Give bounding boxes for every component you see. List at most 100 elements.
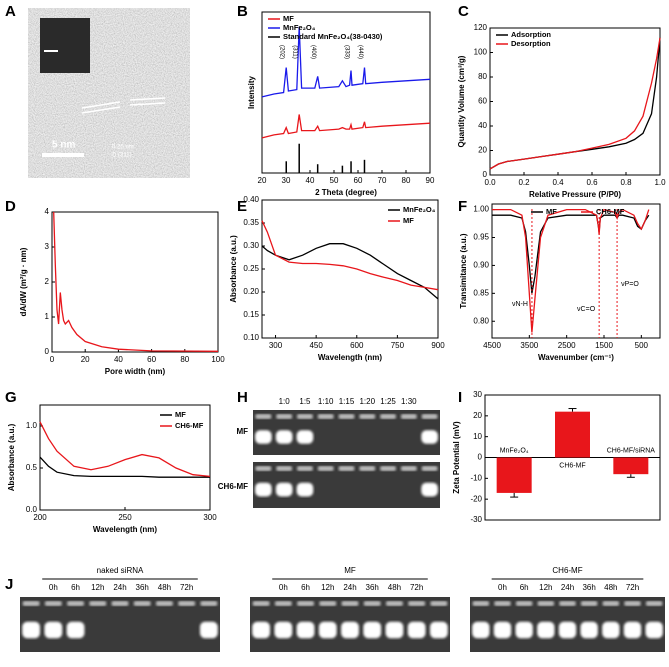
scale-bar bbox=[42, 153, 84, 157]
time-label: 24h bbox=[561, 583, 574, 592]
gel-well bbox=[400, 414, 417, 419]
lattice-line bbox=[129, 102, 166, 106]
x-tick-label: 90 bbox=[426, 176, 435, 185]
gel-band bbox=[296, 482, 314, 497]
gel-band bbox=[252, 621, 270, 639]
x-axis-label: Relative Pressure (P/P0) bbox=[529, 190, 621, 199]
gel-band bbox=[602, 621, 620, 639]
ratio-label: 1:5 bbox=[299, 397, 311, 406]
bar bbox=[613, 457, 649, 475]
legend-label: Desorption bbox=[511, 39, 551, 48]
ratio-label: 1:30 bbox=[401, 397, 417, 406]
x-tick-label: 300 bbox=[203, 513, 217, 522]
gel-band bbox=[385, 621, 404, 639]
panel-letter: G bbox=[5, 389, 17, 406]
gel-band bbox=[472, 621, 490, 639]
ratio-label: 1:0 bbox=[279, 397, 291, 406]
gel-band bbox=[645, 621, 663, 639]
y-tick-label: 100 bbox=[474, 48, 488, 57]
gel-well bbox=[319, 601, 337, 606]
series-line bbox=[39, 456, 210, 478]
gel-well bbox=[297, 414, 313, 419]
legend-label: MF bbox=[403, 216, 414, 225]
y-tick-label: 0 bbox=[483, 170, 488, 179]
x-tick-label: 1.0 bbox=[654, 178, 666, 187]
group-label: naked siRNA bbox=[97, 566, 144, 575]
tem-inset bbox=[40, 18, 90, 73]
gel-well bbox=[317, 466, 334, 471]
time-label: 12h bbox=[539, 583, 552, 592]
gel-band bbox=[515, 621, 533, 639]
gel-well bbox=[274, 601, 292, 606]
gel-well bbox=[559, 601, 576, 606]
x-tick-label: 30 bbox=[282, 176, 291, 185]
series-line bbox=[261, 26, 431, 98]
x-tick-label: 80 bbox=[402, 176, 411, 185]
x-axis-label: 2 Theta (degree) bbox=[315, 188, 377, 197]
legend-label: MF bbox=[546, 207, 557, 216]
y-tick-label: 20 bbox=[478, 146, 487, 155]
gel-well bbox=[276, 414, 293, 419]
x-tick-label: 1500 bbox=[595, 341, 613, 350]
time-label: 48h bbox=[158, 583, 171, 592]
gel-well bbox=[89, 601, 107, 606]
panel-letter: I bbox=[458, 389, 462, 406]
ratio-label: 1:25 bbox=[380, 397, 396, 406]
gel-band bbox=[623, 621, 642, 639]
group-label: CH6-MF bbox=[552, 566, 582, 575]
plane-label: D (311) bbox=[112, 153, 132, 159]
row-label: MF bbox=[236, 427, 248, 436]
gel-well bbox=[111, 601, 129, 606]
x-tick-label: 900 bbox=[431, 341, 445, 350]
x-axis-label: Pore width (nm) bbox=[105, 367, 166, 376]
gel-well bbox=[430, 601, 448, 606]
panel-letter: H bbox=[237, 389, 248, 406]
gel-band bbox=[200, 621, 218, 639]
gel-well bbox=[537, 601, 555, 606]
y-tick-label: 0.0 bbox=[26, 505, 38, 514]
gel-well bbox=[494, 601, 511, 606]
x-axis-label: Wavelength (nm) bbox=[93, 525, 157, 534]
x-tick-label: 20 bbox=[258, 176, 267, 185]
y-tick-label: 3 bbox=[45, 242, 50, 251]
time-label: 6h bbox=[301, 583, 310, 592]
y-tick-label: 30 bbox=[473, 390, 482, 399]
gel-band bbox=[580, 621, 598, 639]
x-tick-label: 0.2 bbox=[518, 178, 530, 187]
gel-well bbox=[297, 466, 313, 471]
spacing-label: 0.25 nm bbox=[112, 145, 134, 151]
x-tick-label: 40 bbox=[306, 176, 315, 185]
time-label: 24h bbox=[343, 583, 356, 592]
time-label: 24h bbox=[113, 583, 126, 592]
gel-well bbox=[276, 466, 293, 471]
reference-label: νC=O bbox=[577, 306, 596, 313]
inset-scale-bar bbox=[44, 50, 58, 52]
x-axis-label: Wavenumber (cm⁻¹) bbox=[538, 353, 614, 362]
gel-well bbox=[421, 466, 438, 471]
y-tick-label: 0.85 bbox=[473, 288, 489, 297]
y-axis-label: Transimitance (a.u.) bbox=[459, 233, 468, 308]
gel-band bbox=[341, 621, 359, 639]
y-tick-label: -30 bbox=[470, 515, 482, 524]
y-tick-label: 0.80 bbox=[473, 316, 489, 325]
series-line bbox=[489, 37, 661, 170]
gel-band bbox=[275, 430, 293, 444]
time-label: 48h bbox=[604, 583, 617, 592]
ratio-label: 1:10 bbox=[318, 397, 334, 406]
row-label: CH6-MF bbox=[218, 482, 248, 491]
y-tick-label: 0.40 bbox=[243, 195, 259, 204]
gel-well bbox=[624, 601, 641, 606]
plot-frame bbox=[489, 27, 661, 176]
x-tick-label: 60 bbox=[354, 176, 363, 185]
time-label: 12h bbox=[91, 583, 104, 592]
gel-well bbox=[67, 601, 84, 606]
x-tick-label: 250 bbox=[118, 513, 132, 522]
lattice-line bbox=[129, 97, 166, 101]
ratio-label: 1:15 bbox=[339, 397, 355, 406]
gel-well bbox=[200, 601, 218, 606]
gel-well bbox=[400, 466, 417, 471]
time-label: 36h bbox=[136, 583, 149, 592]
y-tick-label: 0.10 bbox=[243, 333, 259, 342]
x-tick-label: 450 bbox=[309, 341, 323, 350]
series-line bbox=[489, 37, 661, 170]
